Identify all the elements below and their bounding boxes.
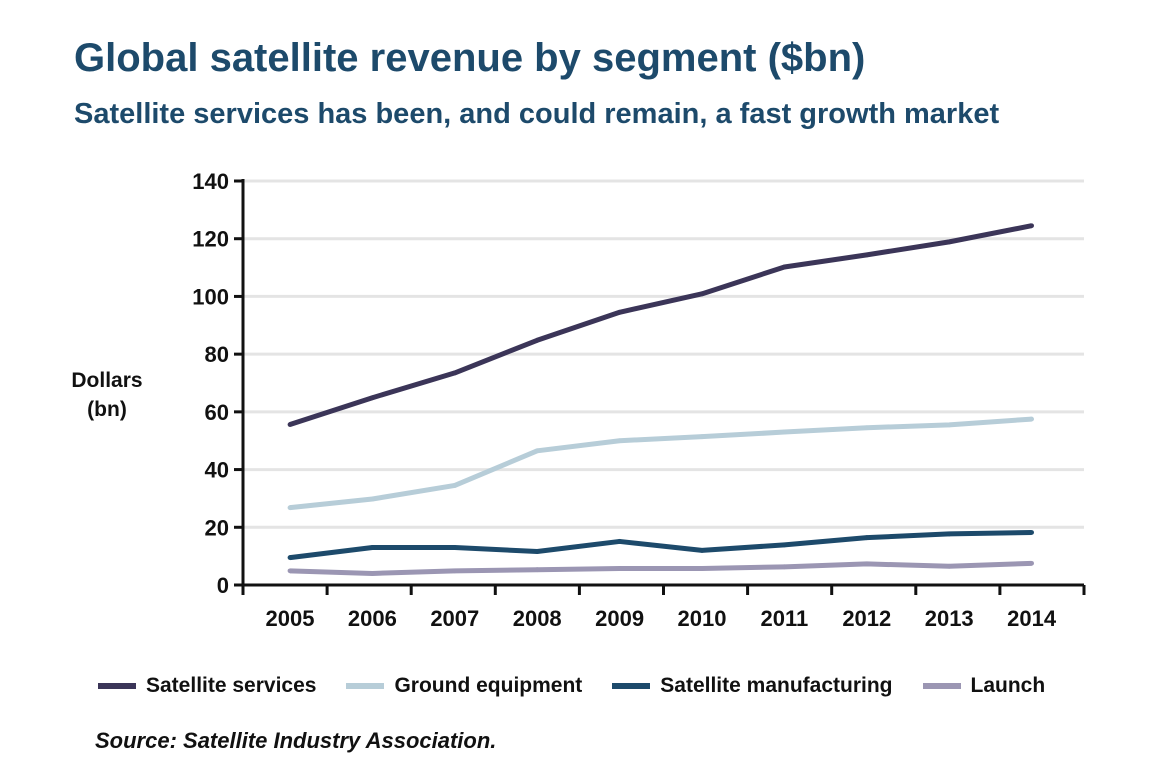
y-tick-label: 100 xyxy=(192,284,229,309)
data-point-ground-equipment xyxy=(534,448,540,454)
data-point-ground-equipment xyxy=(946,422,952,428)
data-point-launch xyxy=(946,563,952,569)
legend-item-ground-equipment: Ground equipment xyxy=(346,674,582,698)
data-point-launch xyxy=(452,568,458,574)
data-point-launch xyxy=(370,571,375,576)
data-point-satellite-services xyxy=(1029,223,1034,229)
data-point-ground-equipment xyxy=(699,434,705,440)
series-line-launch xyxy=(289,560,1032,576)
data-point-ground-equipment xyxy=(617,438,622,444)
legend-swatch xyxy=(612,683,651,689)
data-point-satellite-services xyxy=(617,309,622,315)
legend: Satellite services Ground equipment Sate… xyxy=(98,672,1075,700)
data-point-satellite-manufacturing xyxy=(452,545,458,550)
data-point-launch xyxy=(782,564,787,570)
series-line-ground-equipment xyxy=(289,416,1032,511)
x-tick-label: 2006 xyxy=(348,606,397,631)
data-point-satellite-manufacturing xyxy=(699,547,705,553)
legend-item-satellite-services: Satellite services xyxy=(98,674,316,698)
legend-label: Satellite manufacturing xyxy=(660,674,893,697)
data-point-launch xyxy=(287,568,293,574)
data-point-launch xyxy=(534,567,540,573)
series-line-satellite-manufacturing xyxy=(289,529,1032,561)
y-axis-label-line2: (bn) xyxy=(87,398,127,421)
data-point-ground-equipment xyxy=(782,429,787,435)
data-point-ground-equipment xyxy=(1029,416,1034,422)
data-point-satellite-services xyxy=(782,264,787,270)
legend-label: Ground equipment xyxy=(394,674,583,697)
data-point-ground-equipment xyxy=(287,505,293,511)
data-point-launch xyxy=(864,561,870,567)
legend-swatch xyxy=(346,683,385,689)
legend-swatch xyxy=(98,683,136,689)
x-tick-label: 2009 xyxy=(595,606,644,631)
series-line-satellite-services xyxy=(289,223,1033,427)
data-point-launch xyxy=(617,566,622,571)
x-tick-label: 2008 xyxy=(513,606,562,631)
x-tick-label: 2007 xyxy=(430,606,479,631)
x-tick-label: 2011 xyxy=(761,606,809,631)
series-layer xyxy=(287,223,1034,576)
data-point-satellite-manufacturing xyxy=(617,539,622,544)
x-tick-label: 2014 xyxy=(1007,606,1057,631)
y-tick-label: 140 xyxy=(192,169,229,194)
grid-layer xyxy=(243,179,1084,529)
data-point-satellite-manufacturing xyxy=(534,549,540,554)
data-point-satellite-services xyxy=(699,291,705,297)
data-point-ground-equipment xyxy=(370,496,375,502)
y-tick-label: 40 xyxy=(205,458,229,483)
legend-item-launch: Launch xyxy=(922,674,1046,698)
y-tick-label: 60 xyxy=(205,400,229,425)
data-point-satellite-manufacturing xyxy=(946,531,952,537)
legend-label: Satellite services xyxy=(146,674,317,697)
data-point-satellite-services xyxy=(864,252,870,258)
x-tick-label: 2005 xyxy=(266,606,315,631)
legend-swatch xyxy=(922,683,961,689)
data-point-ground-equipment xyxy=(452,483,458,488)
data-point-satellite-services xyxy=(946,239,952,245)
chart-title: Global satellite revenue by segment ($bn… xyxy=(74,36,866,80)
y-tick-label: 120 xyxy=(192,227,229,252)
data-point-launch xyxy=(699,566,705,571)
data-point-satellite-manufacturing xyxy=(370,545,375,550)
y-tick-label: 0 xyxy=(217,573,229,598)
legend-label: Launch xyxy=(970,674,1046,697)
legend-item-satellite-manufacturing: Satellite manufacturing xyxy=(612,674,893,698)
y-tick-label: 80 xyxy=(205,342,229,367)
source-note: Source: Satellite Industry Association. xyxy=(95,728,497,753)
x-tick-label: 2013 xyxy=(925,606,974,631)
data-point-satellite-services xyxy=(370,395,375,401)
data-point-launch xyxy=(1029,560,1034,566)
data-point-satellite-manufacturing xyxy=(287,555,293,560)
y-axis-label-line1: Dollars xyxy=(71,369,143,392)
chart-subtitle: Satellite services has been, and could r… xyxy=(74,98,1000,130)
data-point-satellite-services xyxy=(287,422,293,427)
y-axis-label: Dollars (bn) xyxy=(52,366,162,424)
x-tick-label: 2012 xyxy=(842,606,891,631)
data-point-satellite-services xyxy=(452,370,458,376)
y-tick-label: 20 xyxy=(205,515,229,540)
data-point-satellite-manufacturing xyxy=(864,535,870,541)
x-tick-label: 2010 xyxy=(678,606,727,631)
data-point-satellite-manufacturing xyxy=(1029,530,1034,535)
data-point-ground-equipment xyxy=(864,425,870,431)
axis-layer: 0 20 40 60 80 100 120 140 2005 2006 2007 2008 2009 20… xyxy=(192,169,1086,631)
data-point-satellite-services xyxy=(534,337,540,343)
data-point-satellite-manufacturing xyxy=(782,542,787,548)
